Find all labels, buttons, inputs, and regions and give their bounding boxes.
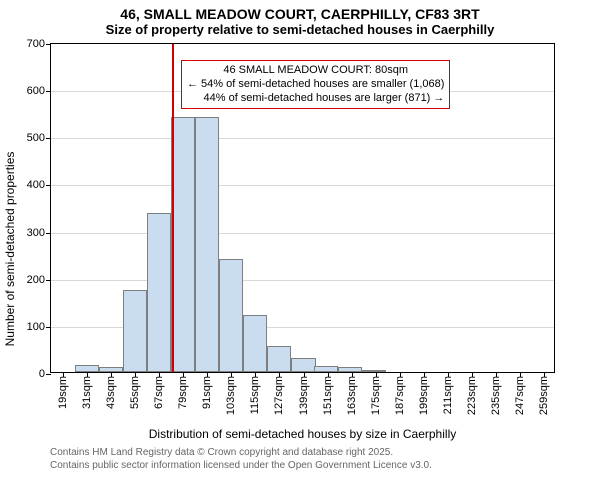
chart-area: Number of semi-detached properties 01002… — [50, 43, 600, 441]
subject-marker-line — [172, 44, 174, 372]
x-tick-label: 211sqm — [442, 372, 454, 414]
histogram-bar — [171, 117, 195, 372]
plot-region: 010020030040050060070019sqm31sqm43sqm55s… — [50, 43, 555, 373]
histogram-bar — [195, 117, 219, 372]
x-tick-label: 91sqm — [201, 372, 213, 409]
x-tick-label: 199sqm — [418, 372, 430, 415]
x-tick-label: 115sqm — [249, 372, 261, 414]
chart-title-line1: 46, SMALL MEADOW COURT, CAERPHILLY, CF83… — [0, 6, 600, 22]
x-tick-label: 235sqm — [490, 372, 502, 415]
x-tick-label: 19sqm — [57, 372, 69, 409]
x-tick-label: 103sqm — [225, 372, 237, 415]
footnote-line2: Contains public sector information licen… — [50, 460, 600, 473]
x-tick-label: 67sqm — [153, 372, 165, 409]
histogram-bar — [219, 259, 243, 372]
histogram-bar — [267, 346, 291, 372]
x-tick-label: 175sqm — [370, 372, 382, 415]
histogram-bar — [75, 365, 99, 372]
x-axis-label: Distribution of semi-detached houses by … — [50, 427, 555, 441]
x-tick-label: 43sqm — [105, 372, 117, 409]
x-tick-label: 223sqm — [466, 372, 478, 415]
x-tick-label: 259sqm — [538, 372, 550, 415]
y-tick-mark — [46, 374, 51, 375]
x-tick-label: 187sqm — [394, 372, 406, 415]
x-tick-label: 163sqm — [346, 372, 358, 415]
histogram-bar — [123, 290, 147, 372]
x-tick-label: 79sqm — [177, 372, 189, 409]
annotation-line3: 44% of semi-detached houses are larger (… — [187, 92, 444, 106]
chart-title-line2: Size of property relative to semi-detach… — [0, 22, 600, 37]
annotation-box: 46 SMALL MEADOW COURT: 80sqm← 54% of sem… — [181, 60, 450, 109]
chart-footnote: Contains HM Land Registry data © Crown c… — [50, 447, 600, 472]
x-tick-label: 31sqm — [81, 372, 93, 409]
footnote-line1: Contains HM Land Registry data © Crown c… — [50, 447, 600, 460]
x-tick-label: 139sqm — [298, 372, 310, 415]
y-axis-label: Number of semi-detached properties — [3, 152, 17, 347]
annotation-line1: 46 SMALL MEADOW COURT: 80sqm — [187, 64, 444, 78]
x-tick-label: 127sqm — [273, 372, 285, 415]
histogram-bar — [147, 213, 171, 372]
histogram-bar — [291, 358, 315, 372]
x-tick-label: 151sqm — [322, 372, 334, 415]
annotation-line2: ← 54% of semi-detached houses are smalle… — [187, 78, 444, 92]
x-tick-label: 247sqm — [514, 372, 526, 415]
histogram-bar — [243, 315, 267, 372]
chart-title-block: 46, SMALL MEADOW COURT, CAERPHILLY, CF83… — [0, 0, 600, 37]
x-tick-label: 55sqm — [129, 372, 141, 409]
